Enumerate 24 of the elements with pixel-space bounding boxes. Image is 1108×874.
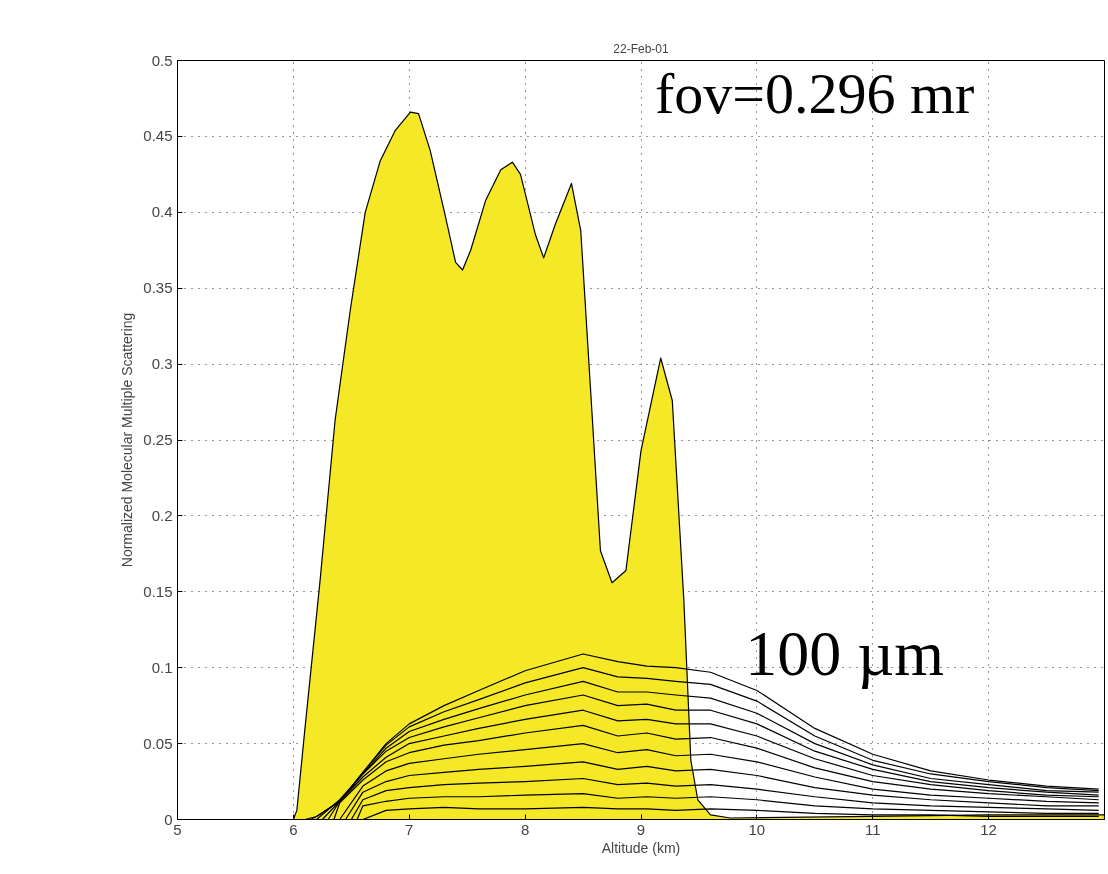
y-tick-label: 0.2: [151, 506, 173, 524]
x-tick-label: 8: [520, 820, 530, 838]
annotation: fov=0.296 mr: [654, 60, 975, 126]
chart-title: 22-Feb-01: [613, 41, 670, 56]
y-tick-label: 0.05: [143, 734, 173, 752]
annotation: 100 µm: [745, 617, 944, 689]
y-tick-label: 0.5: [151, 51, 173, 69]
y-tick-label: 0.25: [143, 431, 173, 448]
x-tick-label: 9: [636, 820, 646, 838]
y-tick-label: 0.45: [143, 127, 173, 145]
y-tick-label: 0.1: [151, 658, 173, 676]
x-tick-label: 11: [864, 820, 881, 838]
y-tick-label: 0: [164, 810, 173, 828]
y-axis-title: Normalized Molecular Multiple Scattering: [119, 312, 136, 568]
y-tick-label: 0.15: [143, 582, 173, 600]
x-tick-label: 7: [405, 820, 414, 838]
x-tick-label: 5: [173, 820, 182, 838]
x-tick-label: 10: [748, 820, 766, 838]
y-tick-label: 0.35: [143, 279, 173, 297]
x-tick-label: 12: [980, 820, 997, 838]
x-tick-label: 6: [289, 820, 298, 838]
x-axis-title: Altitude (km): [601, 839, 681, 856]
y-tick-label: 0.3: [151, 355, 173, 373]
y-tick-label: 0.4: [151, 203, 173, 221]
